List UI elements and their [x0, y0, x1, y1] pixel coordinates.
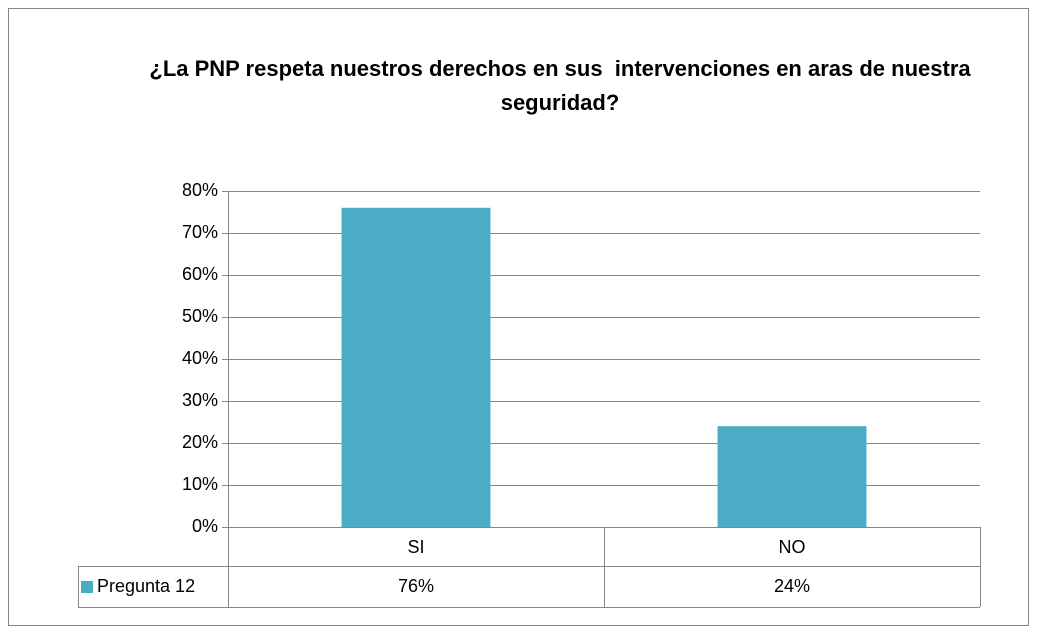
y-tick-label: 70%	[182, 222, 218, 242]
bar	[341, 207, 491, 528]
data-table-grid	[78, 527, 981, 608]
y-tick-label: 30%	[182, 390, 218, 410]
y-tick-label: 20%	[182, 432, 218, 452]
legend-label: Pregunta 12	[97, 576, 195, 596]
x-tick-label: SI	[407, 537, 424, 557]
y-tick-label: 50%	[182, 306, 218, 326]
x-tick-label: NO	[779, 537, 806, 557]
data-table-value: 24%	[774, 576, 810, 596]
legend-marker	[81, 581, 93, 593]
bar	[717, 426, 867, 527]
chart-title: ¿La PNP respeta nuestros derechos en sus…	[149, 56, 977, 115]
y-tick-label: 0%	[192, 516, 218, 536]
y-tick-label: 80%	[182, 180, 218, 200]
y-tick-label: 40%	[182, 348, 218, 368]
y-tick-label: 10%	[182, 474, 218, 494]
y-tick-label: 60%	[182, 264, 218, 284]
data-table-value: 76%	[398, 576, 434, 596]
